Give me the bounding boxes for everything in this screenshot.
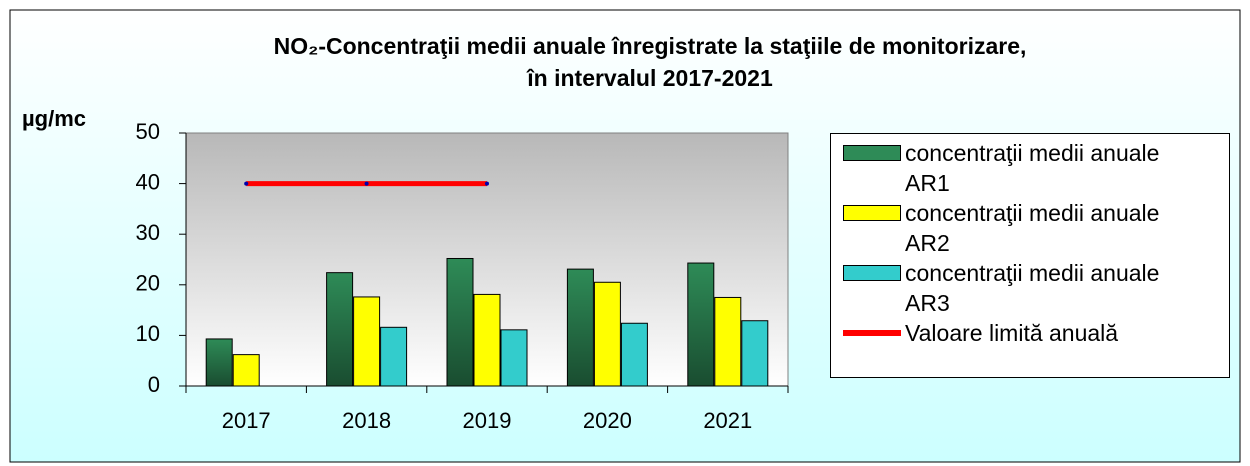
bar-shade: [206, 338, 233, 386]
bar-shade: [447, 258, 473, 386]
y-tick-label: 40: [136, 169, 160, 194]
y-tick-label: 30: [136, 220, 160, 245]
legend-swatch: [843, 330, 901, 336]
bar: [620, 322, 648, 387]
legend-item: concentraţii medii anuale AR2: [831, 198, 1229, 258]
legend-swatch: [843, 265, 901, 281]
bar: [741, 320, 769, 387]
x-tick-label: 2021: [703, 408, 752, 433]
legend: concentraţii medii anuale AR1 concentraţi…: [830, 133, 1230, 378]
legend-label: concentraţii medii anuale AR2: [905, 200, 1160, 256]
y-tick-label: 10: [136, 321, 160, 346]
y-tick-label: 20: [136, 271, 160, 296]
bar: [232, 354, 260, 387]
legend-label: concentraţii medii anuale AR1: [905, 140, 1160, 196]
chart-title: în intervalul 2017-2021: [526, 65, 773, 91]
bar: [353, 296, 381, 387]
bar: [500, 329, 528, 387]
x-tick-label: 2018: [342, 408, 391, 433]
x-tick-label: 2017: [222, 408, 271, 433]
bar-shade: [567, 269, 594, 386]
line-marker: [244, 181, 249, 186]
y-tick-label: 50: [136, 119, 160, 144]
x-tick-label: 2020: [583, 408, 632, 433]
legend-label: Valoare limită anuală: [905, 320, 1119, 346]
line-marker: [485, 181, 489, 186]
x-tick-label: 2019: [463, 408, 512, 433]
legend-item: Valoare limită anuală: [831, 318, 1229, 348]
bar: [714, 296, 742, 387]
legend-swatch: [843, 205, 901, 221]
line-marker: [364, 181, 369, 186]
legend-item: concentraţii medii anuale AR3: [831, 258, 1229, 318]
bar-shade: [687, 263, 714, 386]
chart-title: NO₂-Concentraţii medii anuale înregistra…: [274, 33, 1027, 59]
legend-item: concentraţii medii anuale AR1: [831, 138, 1229, 198]
bar: [593, 281, 621, 387]
bar-shade: [326, 272, 353, 386]
y-tick-label: 0: [148, 372, 160, 397]
y-axis-label: µg/mc: [22, 106, 86, 131]
legend-label: concentraţii medii anuale AR3: [905, 260, 1160, 316]
legend-swatch: [843, 145, 901, 161]
bar: [473, 293, 501, 387]
bar: [380, 326, 408, 387]
